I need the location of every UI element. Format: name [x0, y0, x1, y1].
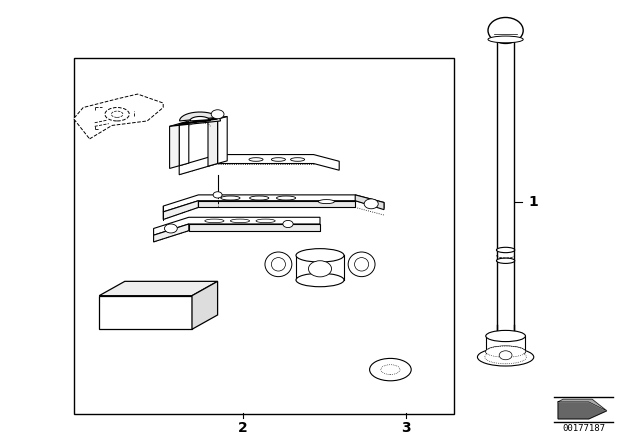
Ellipse shape — [250, 196, 269, 200]
Ellipse shape — [486, 346, 525, 358]
Polygon shape — [179, 121, 189, 166]
Ellipse shape — [370, 358, 412, 381]
Polygon shape — [179, 155, 339, 175]
Circle shape — [164, 224, 177, 233]
Polygon shape — [154, 217, 320, 235]
Ellipse shape — [296, 273, 344, 287]
Circle shape — [211, 110, 224, 119]
Ellipse shape — [488, 17, 524, 43]
Ellipse shape — [105, 108, 129, 121]
Polygon shape — [208, 119, 218, 166]
Ellipse shape — [497, 258, 515, 263]
Polygon shape — [154, 224, 189, 242]
Ellipse shape — [221, 196, 240, 200]
Circle shape — [283, 220, 293, 228]
Ellipse shape — [296, 249, 344, 262]
Ellipse shape — [485, 350, 526, 364]
Polygon shape — [558, 399, 607, 411]
Polygon shape — [179, 116, 218, 124]
Ellipse shape — [271, 158, 285, 161]
Ellipse shape — [291, 158, 305, 161]
Polygon shape — [170, 112, 227, 126]
Bar — [74, 58, 454, 414]
Text: 3: 3 — [401, 421, 412, 435]
Text: 00177187: 00177187 — [562, 424, 605, 433]
Text: 1: 1 — [528, 194, 538, 209]
Polygon shape — [99, 281, 218, 296]
Ellipse shape — [256, 219, 275, 223]
Polygon shape — [163, 195, 384, 212]
Text: 2: 2 — [238, 421, 248, 435]
Polygon shape — [198, 201, 355, 207]
Ellipse shape — [205, 219, 224, 223]
Circle shape — [499, 351, 512, 360]
Ellipse shape — [265, 252, 292, 276]
Polygon shape — [189, 224, 320, 231]
Polygon shape — [355, 195, 384, 210]
Circle shape — [213, 192, 222, 198]
Ellipse shape — [486, 331, 525, 341]
Ellipse shape — [486, 346, 525, 358]
Polygon shape — [192, 281, 218, 329]
Ellipse shape — [230, 219, 250, 223]
Ellipse shape — [497, 247, 515, 253]
Circle shape — [308, 261, 332, 277]
Polygon shape — [218, 116, 227, 164]
Ellipse shape — [319, 199, 334, 203]
Ellipse shape — [276, 196, 296, 200]
Ellipse shape — [111, 111, 123, 117]
Ellipse shape — [355, 258, 369, 271]
Polygon shape — [170, 124, 179, 168]
Ellipse shape — [488, 36, 524, 43]
Ellipse shape — [249, 158, 263, 161]
Ellipse shape — [381, 365, 400, 375]
Polygon shape — [99, 296, 192, 329]
Polygon shape — [163, 201, 198, 220]
Ellipse shape — [348, 252, 375, 276]
Ellipse shape — [271, 258, 285, 271]
Circle shape — [364, 199, 378, 209]
Polygon shape — [558, 402, 607, 419]
Polygon shape — [74, 94, 163, 139]
Ellipse shape — [477, 348, 534, 366]
